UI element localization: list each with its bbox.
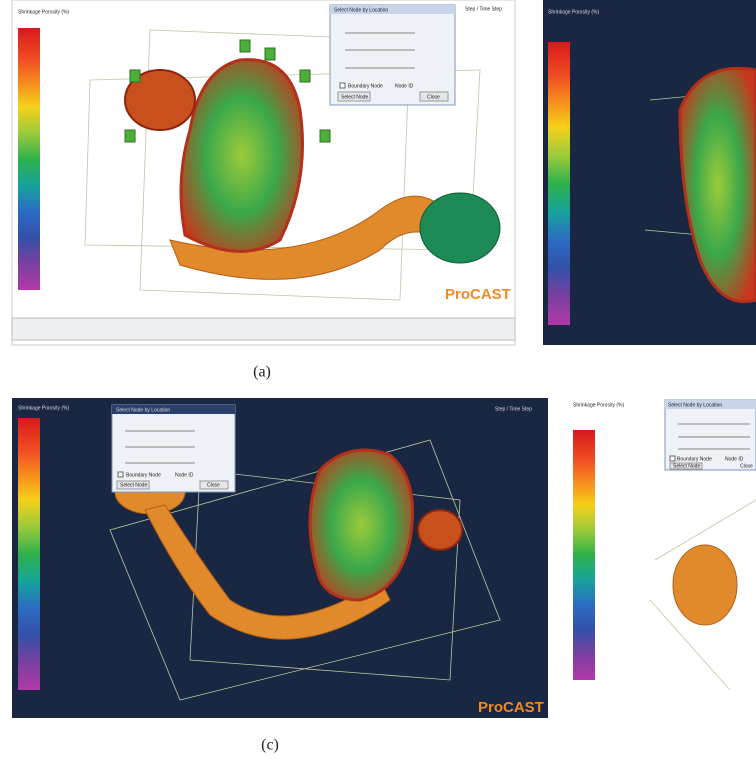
dialog-title: Select Node by Location (334, 7, 388, 13)
caption: (a) (253, 364, 271, 381)
colorbar (573, 430, 595, 680)
step-label: Step / Time Step (495, 406, 532, 412)
colorbar (18, 28, 40, 290)
figure: Shrinkage Porosity (%) Select Node by Lo… (0, 0, 756, 760)
brand: ProCAST (445, 286, 511, 303)
viewport (12, 398, 548, 718)
button-label: Select Node (341, 94, 368, 100)
panel-c: Shrinkage Porosity (%) Select Node by Lo… (12, 398, 548, 754)
cup (418, 510, 462, 550)
node-id-label: Node ID (725, 456, 744, 462)
button-label: Select Node (673, 463, 700, 469)
legend-title: Shrinkage Porosity (%) (18, 9, 69, 15)
panel-a: Shrinkage Porosity (%) Select Node by Lo… (12, 0, 515, 381)
dialog-title: Select Node by Location (116, 407, 170, 413)
colorbar (548, 42, 570, 325)
checkbox[interactable] (118, 472, 123, 477)
colorbar (18, 418, 40, 690)
brand: ProCAST (478, 699, 544, 716)
caption: (c) (261, 737, 279, 754)
step-label: Step / Time Step (465, 6, 502, 12)
button-label: Select Node (120, 482, 147, 488)
panel-d: Shrinkage Porosity (%) Select Node by Lo… (567, 393, 756, 718)
checkbox-label: Boundary Node (677, 456, 712, 462)
button-label: Close (207, 482, 220, 488)
legend-title: Shrinkage Porosity (%) (18, 405, 69, 411)
dialog-title: Select Node by Location (668, 402, 722, 408)
node-id-label: Node ID (175, 472, 194, 478)
button-label: Close (740, 463, 753, 469)
button-label: Close (427, 94, 440, 100)
legend-title: Shrinkage Porosity (%) (548, 9, 599, 15)
checkbox[interactable] (670, 456, 675, 461)
checkbox-label: Boundary Node (348, 83, 383, 89)
disc (420, 193, 500, 263)
node-id-label: Node ID (395, 83, 414, 89)
checkbox-label: Boundary Node (126, 472, 161, 478)
dialog (330, 5, 455, 105)
checkbox[interactable] (340, 83, 345, 88)
status-bar (12, 318, 515, 340)
dialog (112, 405, 235, 492)
panel-b: Shrinkage Porosity (%) (543, 0, 756, 345)
legend-title: Shrinkage Porosity (%) (573, 402, 624, 408)
disc (673, 545, 737, 625)
